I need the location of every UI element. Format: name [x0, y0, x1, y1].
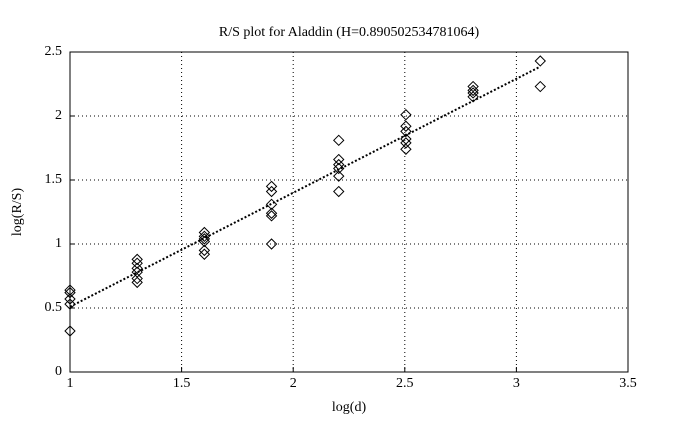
point: [131, 257, 143, 269]
point: [198, 233, 211, 245]
point: [131, 253, 143, 266]
x-tick-label: 3: [513, 376, 520, 391]
point: [467, 80, 479, 93]
point: [198, 230, 211, 243]
point: [467, 84, 479, 97]
y-tick-label: 2: [55, 108, 62, 123]
point: [265, 180, 278, 193]
point: [131, 272, 143, 285]
point: [400, 125, 412, 138]
point: [265, 207, 278, 219]
point: [64, 325, 76, 337]
y-tick-label: 2.5: [45, 44, 63, 59]
plot-frame: [69, 51, 629, 373]
chart-title: R/S plot for Aladdin (H=0.89050253478106…: [219, 25, 480, 40]
point: [64, 284, 76, 296]
point: [400, 137, 412, 149]
x-tick-label: 2: [290, 376, 297, 391]
point: [198, 244, 211, 257]
x-tick-label: 3.5: [619, 376, 637, 391]
y-tick-label: 0.5: [45, 300, 63, 315]
point: [333, 170, 345, 182]
y-tick-label: 0: [55, 364, 62, 379]
y-tick-label: 1: [55, 236, 62, 251]
point: [400, 120, 412, 132]
point: [333, 153, 345, 166]
point: [333, 185, 345, 198]
point: [198, 226, 211, 239]
point: [400, 143, 412, 155]
point: [467, 87, 479, 99]
x-tick-label: 1.5: [173, 376, 191, 391]
fit-line: [69, 65, 541, 308]
x-tick-label: 2.5: [396, 376, 414, 391]
point: [265, 185, 278, 198]
point: [198, 248, 211, 260]
x-tick-label: 1: [67, 376, 74, 391]
point: [265, 210, 278, 222]
point: [333, 134, 345, 147]
y-axis-label: log(R/S): [10, 188, 25, 237]
point: [64, 298, 76, 310]
point: [131, 276, 143, 289]
point: [198, 235, 211, 248]
point: [265, 238, 278, 250]
y-tick-label: 1.5: [45, 172, 63, 187]
point: [534, 80, 546, 93]
point: [534, 55, 546, 67]
x-axis-label: log(d): [332, 400, 367, 415]
point: [400, 109, 412, 121]
point: [64, 293, 76, 305]
point: [64, 286, 76, 299]
